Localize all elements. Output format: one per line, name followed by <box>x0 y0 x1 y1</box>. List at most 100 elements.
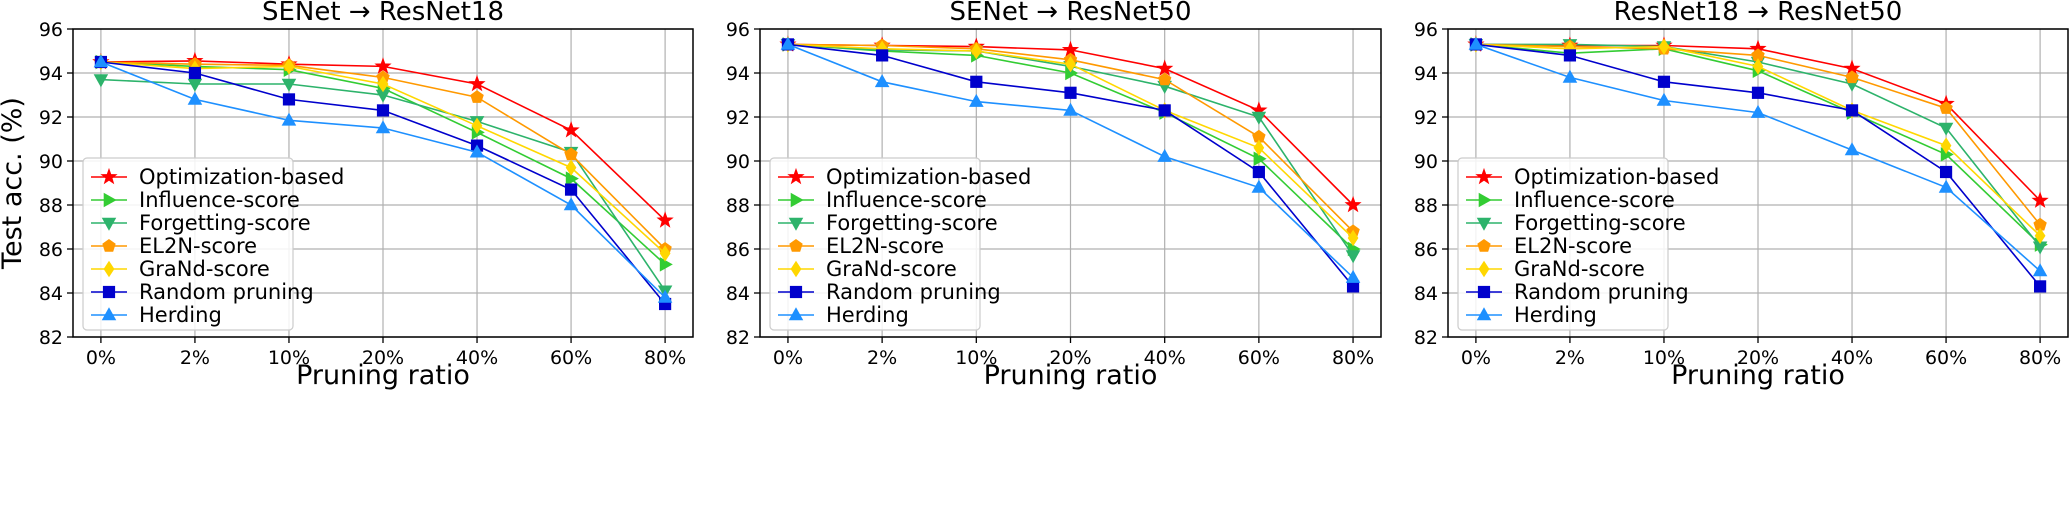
x-axis-label: Pruning ratio <box>296 360 470 391</box>
legend-marker <box>789 238 803 252</box>
data-point <box>565 159 577 176</box>
plot-frame <box>759 28 1382 338</box>
data-point <box>283 58 295 75</box>
legend-label: Influence-score <box>1514 188 1675 212</box>
legend-label: Influence-score <box>826 188 987 212</box>
data-point <box>971 42 982 60</box>
data-point <box>1158 72 1172 86</box>
y-tick-label: 82 <box>726 327 750 349</box>
data-point <box>1156 59 1174 76</box>
legend-label: Influence-score <box>139 188 300 212</box>
data-point <box>468 74 486 92</box>
series-random-pruning <box>781 38 1360 293</box>
legend-label: Random pruning <box>139 280 314 304</box>
x-tick-label: 0% <box>1461 347 1491 369</box>
data-point <box>656 211 674 228</box>
data-point <box>1157 148 1172 162</box>
legend: Optimization-basedInfluence-scoreForgett… <box>82 157 344 331</box>
chart-title: ResNet18 → ResNet50 <box>1614 0 1903 27</box>
data-point <box>376 104 390 117</box>
y-tick-label: 96 <box>726 19 750 41</box>
legend-marker <box>1478 192 1492 208</box>
legend-label: Forgetting-score <box>826 211 998 235</box>
y-axis-label: Test acc. (%) <box>0 97 28 270</box>
y-tick-label: 94 <box>39 63 63 85</box>
data-point <box>1940 137 1952 154</box>
data-point <box>1158 104 1171 117</box>
y-tick-label: 94 <box>726 63 750 85</box>
legend-marker <box>103 260 115 278</box>
y-tick-label: 90 <box>1414 151 1438 173</box>
data-point <box>1251 111 1267 125</box>
y-tick-label: 94 <box>1414 63 1438 85</box>
data-point <box>1939 165 1953 179</box>
data-point <box>780 36 796 50</box>
data-point <box>562 121 580 138</box>
x-tick-label: 0% <box>86 347 116 369</box>
plot-frame <box>1447 28 2069 338</box>
x-tick-label: 10% <box>268 347 310 369</box>
legend-marker <box>789 285 803 299</box>
data-point <box>2032 263 2048 277</box>
legend-marker <box>103 192 117 208</box>
y-tick-label: 92 <box>726 107 750 129</box>
x-tick-label: 10% <box>955 347 997 369</box>
data-point <box>1468 36 1484 50</box>
x-tick-label: 0% <box>773 347 803 369</box>
legend-label: Forgetting-score <box>1514 211 1686 235</box>
chart-title: SENet → ResNet50 <box>949 0 1191 27</box>
legend-marker <box>788 217 804 231</box>
legend-marker <box>1475 167 1493 185</box>
y-tick-label: 86 <box>726 239 750 261</box>
data-point <box>282 93 296 106</box>
y-tick-label: 88 <box>39 195 63 217</box>
data-point <box>281 78 297 92</box>
data-point <box>281 112 297 126</box>
y-tick-label: 92 <box>39 107 63 129</box>
data-point <box>1251 179 1267 193</box>
legend-label: Optimization-based <box>139 165 344 189</box>
y-tick-label: 84 <box>1414 283 1438 305</box>
data-point <box>874 74 890 88</box>
legend-label: Herding <box>139 303 222 327</box>
y-tick-label: 90 <box>39 151 63 173</box>
series-herding <box>1468 36 2048 277</box>
data-point <box>1063 102 1078 116</box>
data-point <box>564 183 578 196</box>
data-point <box>1345 250 1361 264</box>
data-point <box>1253 151 1267 167</box>
chart-title: SENet → ResNet18 <box>262 0 504 27</box>
x-tick-label: 80% <box>2019 347 2061 369</box>
data-point <box>469 144 485 158</box>
data-point <box>1938 122 1954 136</box>
data-point <box>565 171 579 186</box>
data-point <box>1562 69 1578 83</box>
data-point <box>188 66 202 80</box>
x-tick-label: 80% <box>644 347 686 369</box>
data-point <box>970 75 983 88</box>
legend-marker <box>1476 217 1492 231</box>
data-point <box>1844 142 1860 156</box>
x-tick-label: 20% <box>362 347 404 369</box>
chart-panel-2: 82 84 86 88 90 92 94 96 0% 2% 10% 20% 40% 60% 80% Optim… <box>726 0 1382 391</box>
data-point <box>1253 139 1265 157</box>
y-tick-label: 90 <box>726 151 750 173</box>
data-point <box>377 75 389 93</box>
chart-panel-3: 82 84 86 88 90 92 94 96 0% 2% 10% 20% 40% 60% 80% Optim… <box>1414 0 2069 391</box>
legend-marker <box>1476 307 1492 321</box>
legend-marker <box>790 260 802 278</box>
y-tick-label: 86 <box>39 239 63 261</box>
legend-marker <box>787 167 805 185</box>
x-axis-label: Pruning ratio <box>984 360 1158 391</box>
x-tick-label: 10% <box>1643 347 1685 369</box>
legend-box <box>1457 157 1669 331</box>
data-point <box>657 289 673 303</box>
x-tick-label: 20% <box>1049 347 1091 369</box>
data-point <box>563 197 579 211</box>
legend-label: Random pruning <box>1514 280 1689 304</box>
legend-marker <box>788 307 804 321</box>
data-point <box>93 74 109 88</box>
legend-label: Optimization-based <box>1514 165 1719 189</box>
y-tick-label: 86 <box>1414 239 1438 261</box>
